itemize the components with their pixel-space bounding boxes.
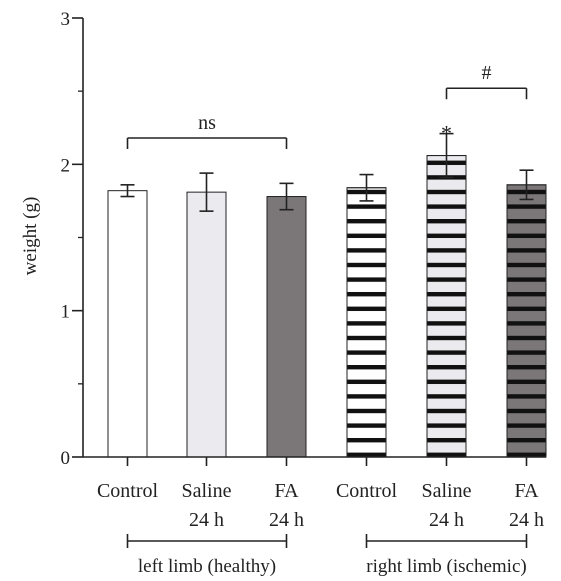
bar-stripes-5 bbox=[426, 155, 467, 458]
bar-stripes-4 bbox=[346, 187, 387, 458]
bar-1 bbox=[107, 190, 148, 458]
bar-stripes-6 bbox=[506, 184, 547, 458]
bar-3 bbox=[266, 196, 307, 458]
x-tick-label: Saline bbox=[182, 480, 232, 502]
x-tick-label: FA bbox=[274, 480, 299, 502]
y-axis-label: weight (g) bbox=[20, 197, 41, 276]
x-tick-label-line2: 24 h bbox=[269, 509, 304, 531]
bar-2 bbox=[186, 191, 227, 458]
group-label: right limb (ischemic) bbox=[366, 556, 526, 577]
y-tick-label: 2 bbox=[61, 155, 71, 176]
x-tick-label: Control bbox=[336, 480, 398, 502]
group-label: left limb (healthy) bbox=[138, 556, 276, 577]
x-tick-label: FA bbox=[514, 480, 539, 502]
x-tick-label: Control bbox=[97, 480, 159, 502]
y-tick-label: 3 bbox=[61, 9, 71, 30]
x-tick-label-line2: 24 h bbox=[509, 509, 544, 531]
y-tick-label: 0 bbox=[61, 448, 71, 469]
x-tick-label: Saline bbox=[422, 480, 472, 502]
x-tick-label-line2: 24 h bbox=[429, 509, 464, 531]
x-tick-label-line2: 24 h bbox=[189, 509, 224, 531]
significance-star: * bbox=[441, 120, 452, 145]
significance-label: ns bbox=[198, 112, 216, 134]
y-tick-label: 1 bbox=[61, 302, 71, 323]
significance-label: # bbox=[482, 62, 492, 84]
